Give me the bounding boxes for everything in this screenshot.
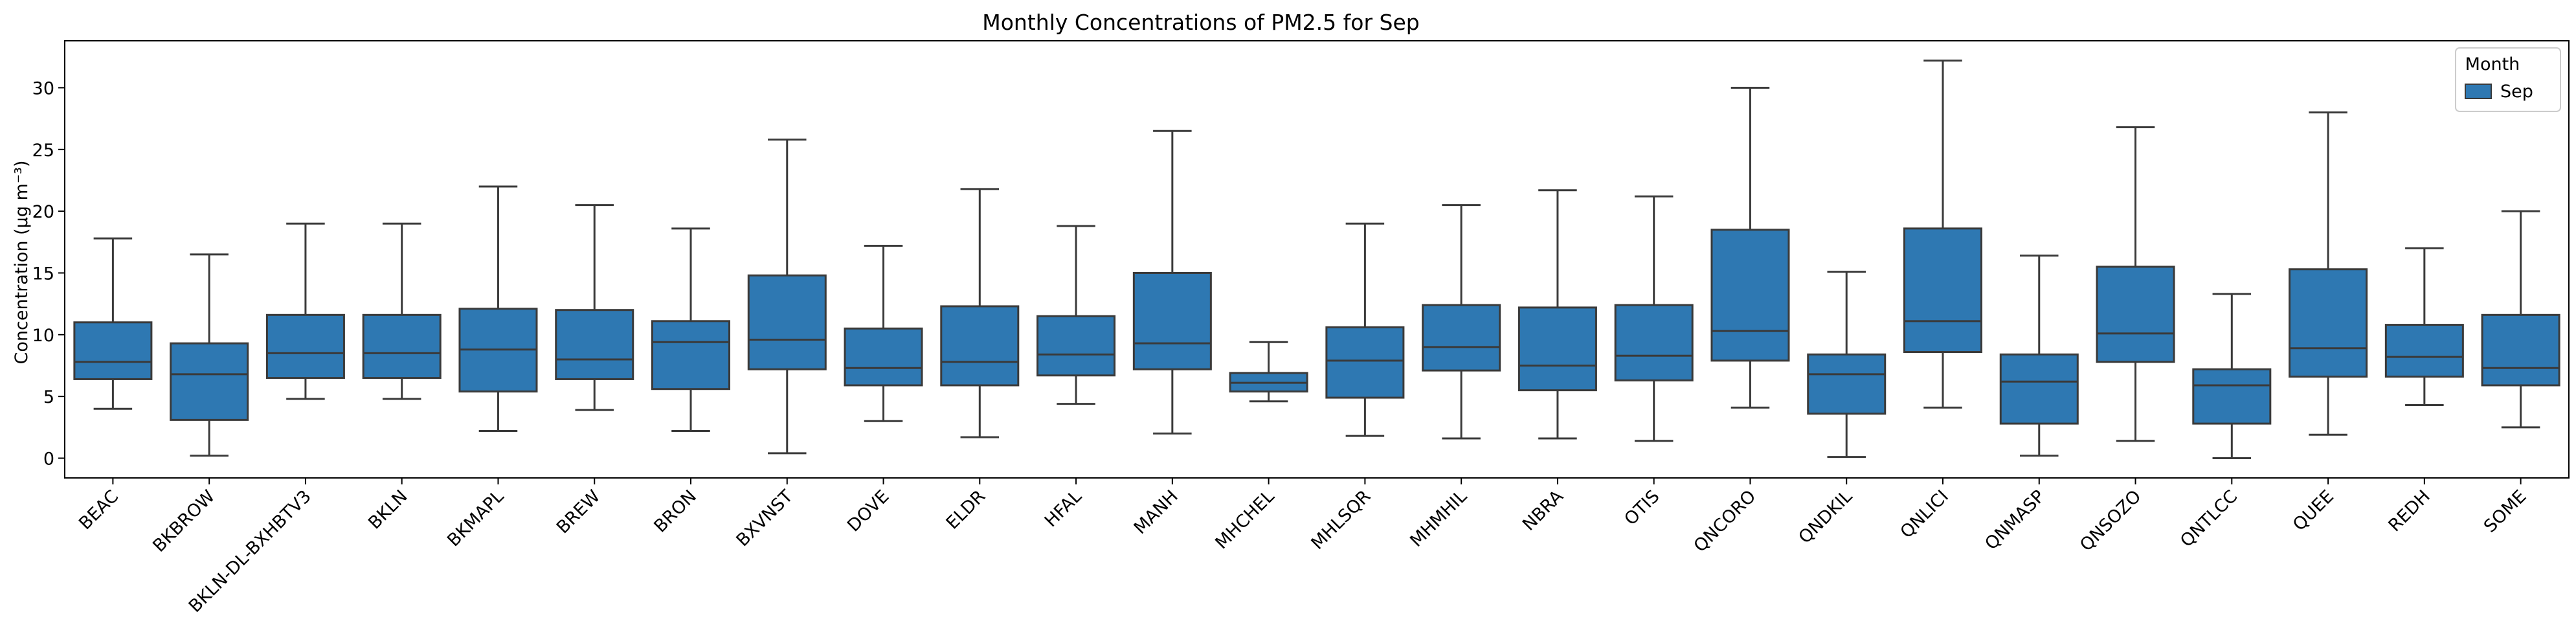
x-tick-label: BKMAPL [443, 486, 508, 550]
box-bkln [362, 222, 442, 400]
box-iqr [844, 327, 923, 387]
y-tick-label: 30 [32, 78, 54, 98]
x-tick-label: NBRA [1519, 486, 1567, 535]
x-tick-label: ELDR [943, 486, 990, 534]
x-tick-label: MHLSQR [1308, 486, 1375, 554]
x-tick-label: QNLICI [1896, 486, 1952, 542]
x-tick-label: QNDKIL [1795, 486, 1856, 548]
box-iqr [265, 313, 345, 379]
box-eldr [940, 188, 1020, 438]
box-iqr [73, 321, 153, 380]
box-qnsozo [2096, 126, 2175, 442]
box-iqr [555, 309, 634, 380]
box-bxvnst [747, 139, 827, 455]
chart-title: Monthly Concentrations of PM2.5 for Sep [982, 10, 1419, 35]
box-hfal [1036, 225, 1116, 405]
box-iqr [747, 274, 827, 370]
y-tick-label: 20 [32, 202, 54, 222]
x-tick-label: MANH [1130, 486, 1182, 538]
plot-area [73, 60, 2560, 459]
box-qnlici [1903, 60, 1983, 409]
box-iqr [362, 313, 442, 379]
box-iqr [170, 342, 249, 421]
x-tick-label: BKLN [364, 486, 411, 533]
x-tick-label: BREW [553, 486, 604, 538]
x-tick-label: QNCORO [1690, 486, 1760, 556]
x-tick-label: REDH [2384, 486, 2434, 536]
box-iqr [1807, 353, 1887, 415]
box-quee [2289, 111, 2368, 436]
box-bron [651, 227, 731, 433]
box-qncoro [1710, 86, 1790, 409]
y-tick-label: 0 [43, 449, 54, 469]
box-iqr [651, 320, 731, 391]
x-tick-label: MHCHEL [1211, 486, 1278, 553]
x-tick-label: SOME [2480, 486, 2531, 537]
box-iqr [1036, 315, 1116, 377]
legend-title: Month [2465, 54, 2520, 74]
box-some [2481, 210, 2560, 429]
y-tick-label: 15 [32, 264, 54, 284]
box-qntlcc [2192, 293, 2272, 459]
box-iqr [2192, 368, 2272, 425]
legend-swatch-sep [2465, 84, 2492, 99]
box-redh [2384, 247, 2464, 406]
box-brew [555, 204, 634, 411]
x-tick-label: BEAC [75, 486, 122, 534]
box-qnmasp [1999, 255, 2079, 457]
box-otis [1614, 195, 1694, 442]
box-iqr [1614, 304, 1694, 381]
box-iqr [1903, 227, 1983, 354]
y-tick-label: 5 [43, 387, 54, 407]
box-qndkil [1807, 271, 1887, 459]
y-tick-label: 25 [32, 141, 54, 161]
x-tick-label: QNMASP [1981, 486, 2048, 554]
x-tick-label: OTIS [1620, 486, 1663, 529]
box-iqr [1325, 326, 1405, 399]
box-mhmhil [1422, 204, 1501, 440]
x-tick-label: DOVE [844, 486, 893, 536]
box-iqr [1422, 304, 1501, 372]
x-tick-label: BXVNST [732, 486, 797, 551]
box-bkbrow [170, 253, 249, 457]
box-mhchel [1229, 341, 1308, 403]
y-axis-ticks: 0 5 10 15 20 25 30 [32, 78, 65, 469]
x-tick-label: QNSOZO [2076, 486, 2145, 555]
x-tick-label: MHMHIL [1406, 486, 1471, 551]
box-iqr [2384, 324, 2464, 378]
box-iqr [940, 305, 1020, 387]
x-tick-label: BKBROW [149, 486, 219, 556]
box-mhlsqr [1325, 222, 1405, 437]
box-nbra [1518, 189, 1597, 440]
x-tick-label: HFAL [1041, 486, 1086, 531]
box-bkmapl [458, 185, 538, 433]
y-tick-label: 10 [32, 326, 54, 346]
x-tick-label: QUEE [2289, 486, 2338, 535]
box-iqr [2096, 266, 2175, 363]
box-bkln-dl-bxhbtv3 [265, 222, 345, 400]
x-tick-label: BRON [650, 486, 700, 537]
box-iqr [1710, 229, 1790, 362]
box-beac [73, 237, 153, 410]
legend: Month Sep [2455, 47, 2561, 112]
y-axis-label: Concentration (μg m⁻³) [12, 161, 32, 365]
legend-entry-sep: Sep [2500, 82, 2533, 102]
box-dove [844, 245, 923, 422]
box-manh [1132, 130, 1212, 435]
box-iqr [2481, 313, 2560, 387]
box-iqr [1132, 271, 1212, 370]
box-iqr [2289, 268, 2368, 378]
box-iqr [1518, 306, 1597, 392]
box-iqr [1999, 353, 2079, 425]
plot-frame [64, 40, 2570, 479]
x-tick-label: QNTLCC [2177, 486, 2241, 551]
